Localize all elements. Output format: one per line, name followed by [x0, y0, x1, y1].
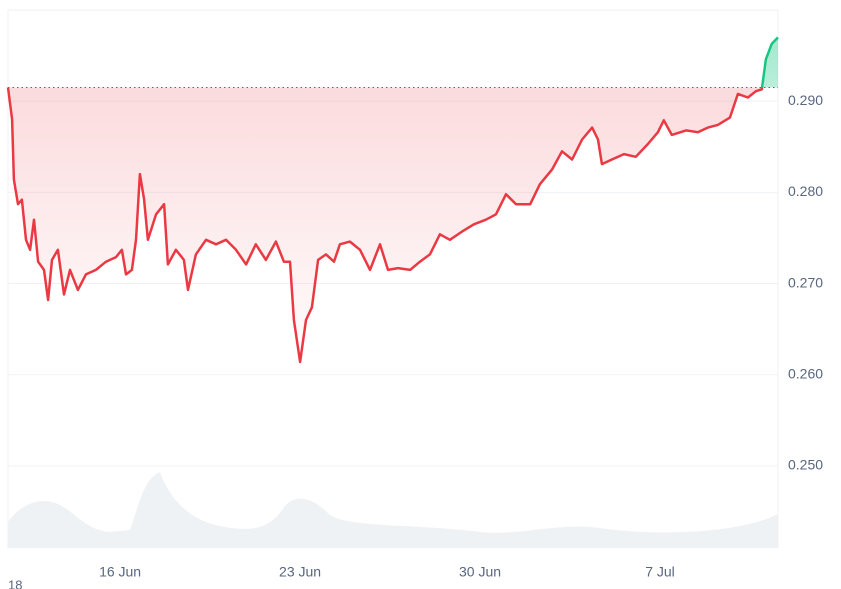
- corner-label: 18: [8, 577, 22, 589]
- x-tick-label: 30 Jun: [459, 564, 501, 580]
- y-tick-label: 0.260: [788, 365, 823, 381]
- x-tick-label: 23 Jun: [279, 564, 321, 580]
- x-tick-label: 7 Jul: [645, 564, 675, 580]
- y-tick-label: 0.280: [788, 183, 823, 199]
- y-tick-label: 0.270: [788, 274, 823, 290]
- x-tick-label: 16 Jun: [99, 564, 141, 580]
- price-line: [6, 36, 779, 364]
- y-tick-label: 0.250: [788, 457, 823, 473]
- area-fill: [8, 37, 778, 363]
- volume-area: [8, 472, 778, 548]
- y-tick-label: 0.290: [788, 92, 823, 108]
